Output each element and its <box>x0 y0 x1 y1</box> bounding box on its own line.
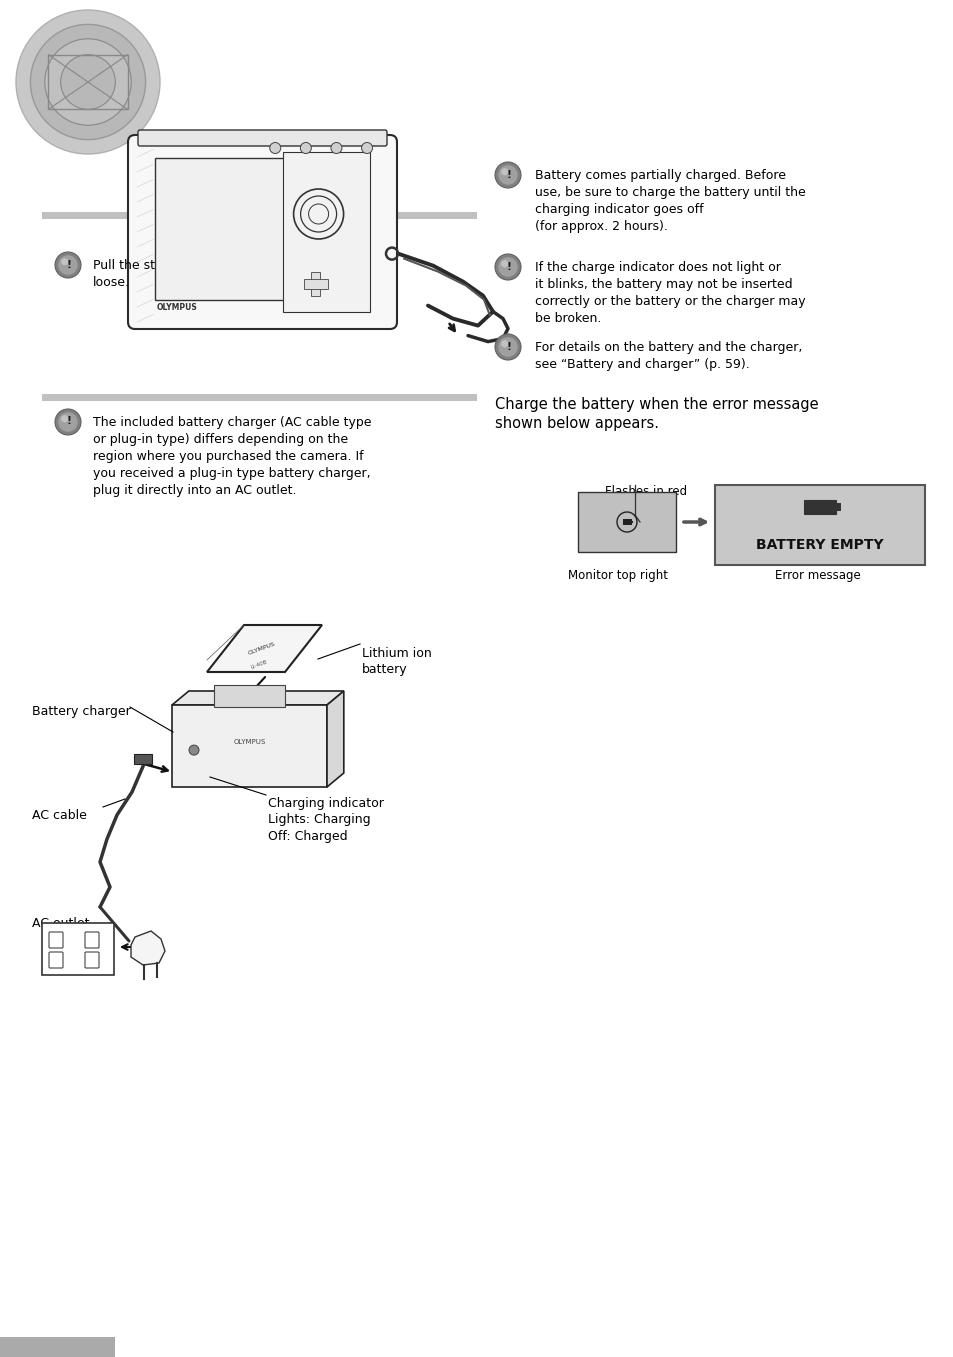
FancyBboxPatch shape <box>85 953 99 968</box>
Bar <box>0 1337 115 1357</box>
Circle shape <box>58 255 77 274</box>
Bar <box>154 157 287 300</box>
Text: Lithium ion
battery: Lithium ion battery <box>361 647 432 676</box>
Circle shape <box>61 415 69 422</box>
Bar <box>835 503 841 512</box>
Text: BATTERY EMPTY: BATTERY EMPTY <box>756 537 882 552</box>
Bar <box>42 923 113 974</box>
Circle shape <box>55 252 81 278</box>
Polygon shape <box>207 626 322 672</box>
Circle shape <box>45 39 132 125</box>
Circle shape <box>500 168 508 175</box>
Circle shape <box>497 166 517 185</box>
Bar <box>303 280 327 289</box>
Text: Charge the battery when the error message
shown below appears.: Charge the battery when the error messag… <box>495 398 818 432</box>
Circle shape <box>61 258 69 266</box>
Circle shape <box>495 161 520 189</box>
Bar <box>622 520 631 525</box>
Circle shape <box>500 341 508 347</box>
Text: Battery comes partially charged. Before
use, be sure to charge the battery until: Battery comes partially charged. Before … <box>535 170 805 233</box>
Polygon shape <box>133 754 152 764</box>
Bar <box>714 484 924 565</box>
Text: Charging indicator
Lights: Charging
Off: Charged: Charging indicator Lights: Charging Off:… <box>268 797 383 843</box>
Text: OLYMPUS: OLYMPUS <box>157 303 197 312</box>
Text: Flashes in red: Flashes in red <box>604 484 686 498</box>
Text: Battery charger: Battery charger <box>32 706 131 718</box>
Bar <box>803 499 835 514</box>
Polygon shape <box>327 691 343 787</box>
FancyBboxPatch shape <box>128 134 396 328</box>
Text: Pull the strap tight so that it does not come
loose.: Pull the strap tight so that it does not… <box>92 259 365 289</box>
Circle shape <box>495 254 520 280</box>
FancyBboxPatch shape <box>85 932 99 949</box>
Circle shape <box>500 261 508 267</box>
Text: If the charge indicator does not light or
it blinks, the battery may not be inse: If the charge indicator does not light o… <box>535 261 804 324</box>
Bar <box>283 152 369 312</box>
Text: !: ! <box>505 262 511 271</box>
Bar <box>172 706 327 787</box>
Bar <box>42 212 477 218</box>
Text: OLYMPUS: OLYMPUS <box>233 740 265 745</box>
Text: AC cable: AC cable <box>32 809 87 822</box>
Text: The included battery charger (AC cable type
or plug-in type) differs depending o: The included battery charger (AC cable t… <box>92 417 371 497</box>
Text: Error message: Error message <box>774 569 860 582</box>
Circle shape <box>497 338 517 357</box>
Circle shape <box>58 413 77 432</box>
Bar <box>49 54 128 110</box>
Circle shape <box>495 334 520 360</box>
Bar <box>311 271 320 296</box>
Circle shape <box>497 258 517 277</box>
Text: !: ! <box>66 259 71 270</box>
FancyBboxPatch shape <box>49 932 63 949</box>
Text: !: ! <box>66 417 71 426</box>
Text: Monitor top right: Monitor top right <box>567 569 667 582</box>
Text: OLYMPUS: OLYMPUS <box>248 642 276 657</box>
Circle shape <box>61 54 115 110</box>
Circle shape <box>331 142 341 153</box>
Bar <box>631 521 633 524</box>
Text: For details on the battery and the charger,
see “Battery and charger” (p. 59).: For details on the battery and the charg… <box>535 341 801 370</box>
Circle shape <box>16 9 160 153</box>
Bar <box>578 493 676 552</box>
Bar <box>42 394 477 402</box>
Circle shape <box>189 745 199 754</box>
Text: !: ! <box>505 170 511 179</box>
Bar <box>213 685 285 707</box>
FancyBboxPatch shape <box>138 130 387 147</box>
Circle shape <box>300 142 311 153</box>
Text: AC outlet: AC outlet <box>32 917 90 930</box>
Polygon shape <box>131 931 165 965</box>
Circle shape <box>55 408 81 436</box>
Text: !: ! <box>505 342 511 351</box>
Polygon shape <box>172 691 343 706</box>
Text: LI-40B: LI-40B <box>250 660 268 670</box>
Circle shape <box>361 142 373 153</box>
Circle shape <box>270 142 280 153</box>
Circle shape <box>30 24 146 140</box>
FancyBboxPatch shape <box>49 953 63 968</box>
